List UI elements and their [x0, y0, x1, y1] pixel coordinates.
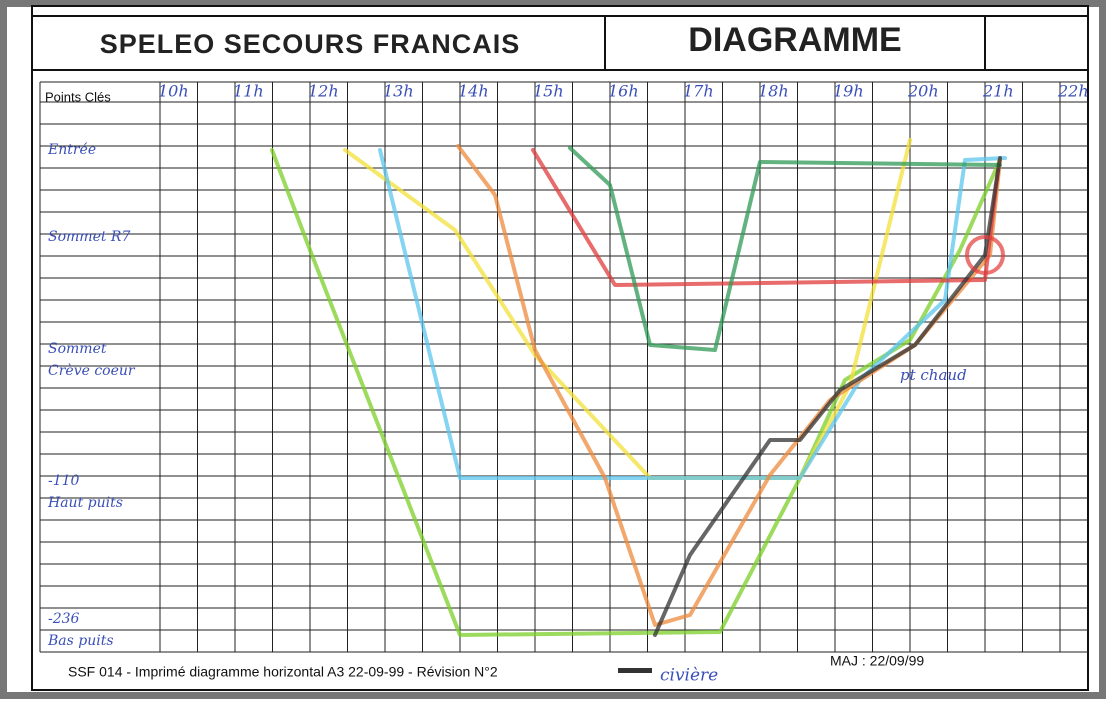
- key-point-label: Haut puits: [47, 495, 123, 511]
- diagram-sheet: SPELEO SECOURS FRANCAIS DIAGRAMME Points…: [0, 0, 1106, 699]
- key-point-label: Crève coeur: [48, 363, 136, 379]
- hour-label: 13h: [383, 82, 414, 101]
- hour-label: 18h: [758, 82, 789, 101]
- hour-label: 19h: [833, 82, 864, 101]
- stretcher-icon: [618, 668, 652, 673]
- key-point-label: Bas puits: [47, 633, 114, 649]
- footer-stretcher: civière: [660, 666, 718, 686]
- footer-reference: SSF 014 - Imprimé diagramme horizontal A…: [68, 664, 498, 680]
- background: [0, 0, 1106, 699]
- hour-label: 20h: [907, 82, 939, 101]
- hour-label: 10h: [158, 82, 189, 101]
- key-point-label: Entrée: [47, 142, 96, 158]
- hour-label: 17h: [683, 82, 714, 101]
- hour-label: 15h: [533, 82, 564, 101]
- key-point-label: Sommet: [48, 341, 107, 357]
- title: DIAGRAMME: [688, 21, 901, 59]
- hour-label: 22h: [1057, 82, 1089, 101]
- hour-label: 11h: [233, 82, 264, 101]
- organization: SPELEO SECOURS FRANCAIS: [100, 29, 521, 59]
- key-point-label: Sommet R7: [48, 229, 130, 245]
- annotation: pt chaud: [900, 366, 967, 384]
- page: {"header": {"organization": "SPELEO SECO…: [0, 0, 1106, 699]
- key-point-label: -110: [48, 473, 80, 489]
- key-point-label: -236: [48, 611, 80, 627]
- hour-label: 21h: [982, 82, 1014, 101]
- hour-label: 12h: [308, 82, 339, 101]
- column-header: Points Clés: [45, 89, 111, 104]
- hour-label: 16h: [608, 82, 639, 101]
- footer-update: MAJ : 22/09/99: [830, 653, 924, 669]
- hour-label: 14h: [458, 82, 489, 101]
